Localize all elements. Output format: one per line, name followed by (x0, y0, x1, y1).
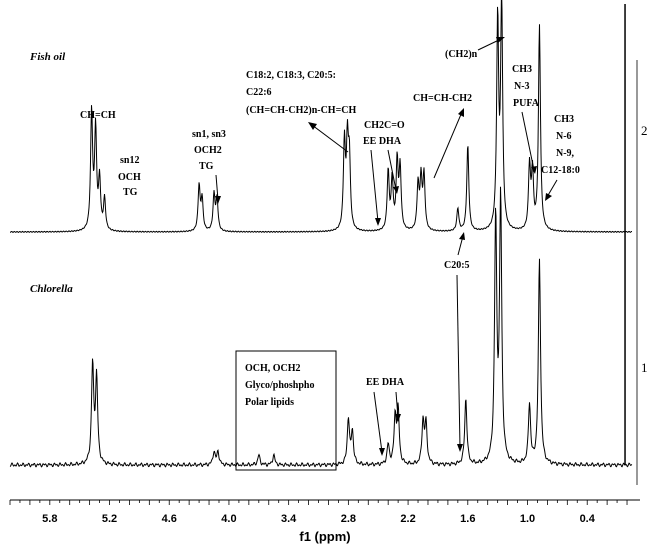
label-ch3-n6-line2: N-6 (556, 131, 572, 142)
label-box-line3: Polar lipids (245, 397, 294, 408)
label-sn13-line3: TG (199, 161, 214, 172)
label-ch3-n6-line1: CH3 (554, 114, 574, 125)
chlorella-annotations: OCH, OCH2 Glyco/phoshpho Polar lipids EE… (235, 232, 470, 471)
label-sn12-line1: sn12 (120, 155, 139, 166)
label-fa-line1: C18:2, C18:3, C20:5: (246, 70, 336, 81)
arrowhead-ee-chlorella (379, 448, 385, 456)
x-tick-label: 5.8 (42, 513, 57, 525)
x-axis: 5.8 5.2 4.6 4.0 3.4 2.8 2.2 1.6 1.0 0.4 f1 (ppm) (9, 499, 640, 544)
arrow-sn13 (215, 174, 219, 201)
x-axis-minor-ticks (9, 500, 628, 505)
x-tick-label: 2.2 (400, 513, 415, 525)
series-name-chlorella: Chlorella (30, 283, 73, 295)
label-box-line2: Glyco/phoshpho (245, 380, 314, 391)
x-tick-label: 5.2 (102, 513, 117, 525)
arrowhead-c20-5-down (457, 444, 463, 452)
label-ch2co: CH2C=O (364, 120, 405, 131)
x-axis-tick-labels: 5.8 5.2 4.6 4.0 3.4 2.8 2.2 1.6 1.0 0.4 (42, 513, 596, 525)
spectra-traces (9, 0, 633, 468)
arrow-ch3-n3 (521, 111, 535, 171)
label-ch3-n3-line1: CH3 (512, 64, 532, 75)
arrow-ch3-n6 (546, 179, 558, 198)
x-axis-label: f1 (ppm) (299, 529, 350, 544)
x-tick-label: 1.0 (520, 513, 535, 525)
x-tick-label: 2.8 (341, 513, 356, 525)
arrowhead-dha-fish (393, 186, 399, 194)
x-tick-label: 3.4 (281, 513, 297, 525)
arrow-dha-chlorella (395, 391, 399, 419)
arrowhead-fa (308, 122, 317, 130)
label-sn12-line2: OCH (118, 172, 141, 183)
label-ee-dha-fish: EE DHA (363, 136, 402, 147)
arrowhead-sn13 (215, 196, 221, 204)
series-index-fish-oil: 2 (641, 123, 648, 138)
series-index-chlorella: 1 (641, 360, 648, 375)
arrowhead-ch3-n3 (531, 166, 537, 174)
trace-fish-oil (10, 0, 632, 233)
arrowhead-ee-fish (375, 218, 381, 226)
label-ch3-n3-line3: PUFA (513, 98, 540, 109)
x-tick-label: 0.4 (580, 513, 596, 525)
arrowhead-ch-ch-ch2 (458, 108, 464, 117)
arrow-ee-chlorella (373, 391, 383, 453)
label-ch3-n6-line3: N-9, (556, 148, 575, 159)
label-c20-5: C20:5 (444, 260, 470, 271)
trace-chlorella (9, 186, 633, 468)
label-sn13-line2: OCH2 (194, 145, 222, 156)
arrow-ch2n (477, 38, 502, 51)
x-tick-label: 4.0 (221, 513, 236, 525)
label-sn12-line3: TG (123, 187, 138, 198)
x-tick-label: 4.6 (162, 513, 177, 525)
label-fa-line2: C22:6 (246, 87, 272, 98)
arrow-c20-5-down (456, 274, 461, 449)
label-ch2n: (CH2)n (445, 49, 478, 60)
arrowhead-ch2n (496, 37, 505, 43)
arrowhead-c20-5-up (459, 232, 465, 240)
label-ch3-n3-line2: N-3 (514, 81, 530, 92)
label-sn13-line1: sn1, sn3 (192, 129, 226, 140)
series-name-fish-oil: Fish oil (29, 51, 66, 63)
label-ch3-n6-line4: C12-18:0 (541, 165, 580, 176)
arrow-fa (311, 124, 349, 153)
x-tick-label: 1.6 (460, 513, 475, 525)
label-box-line1: OCH, OCH2 (245, 363, 301, 374)
arrow-ch-ch-ch2 (433, 111, 463, 179)
label-ee-dha-chlorella: EE DHA (366, 377, 405, 388)
label-ch-ch: CH=CH (80, 110, 116, 121)
arrowhead-dha-chlorella (395, 414, 401, 422)
label-ch-ch-ch2: CH=CH-CH2 (413, 93, 472, 104)
arrow-ee-fish (370, 149, 379, 223)
arrow-dha-fish (387, 149, 397, 191)
polar-lipids-box (235, 350, 337, 471)
label-fa-line3: (CH=CH-CH2)n-CH=CH (246, 105, 357, 116)
arrowhead-ch3-n6 (545, 193, 552, 201)
fish-oil-annotations: CH=CH sn12 OCH TG sn1, sn3 OCH2 TG C18:2… (80, 37, 580, 226)
